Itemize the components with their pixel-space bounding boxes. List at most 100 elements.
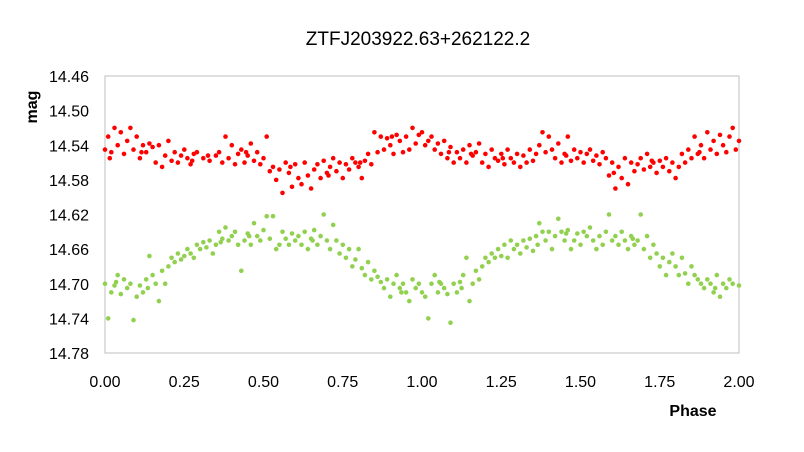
data-point [514,151,520,157]
data-point [600,149,605,155]
data-point [378,279,384,285]
data-point [112,125,117,131]
data-point [362,272,368,278]
data-point [575,231,580,236]
data-point [660,255,666,261]
data-point [150,272,155,278]
data-point [556,141,561,146]
data-point [483,255,488,261]
data-point [446,149,452,155]
data-point [644,233,650,239]
data-point [508,238,514,243]
data-point [714,151,720,157]
data-point [733,147,739,152]
data-point [518,164,523,170]
data-point [207,238,212,243]
data-point [235,242,241,248]
data-point [254,233,260,239]
data-point [483,151,488,157]
data-point [246,233,252,239]
data-point [698,281,704,287]
data-point [603,229,609,235]
data-point [457,155,463,161]
data-point [682,271,688,276]
data-point [235,151,241,157]
data-point [543,149,548,155]
data-point [346,167,352,172]
data-point [399,290,404,295]
data-point [156,142,162,148]
data-point [305,173,311,178]
data-point [673,175,678,181]
data-point [280,229,285,235]
data-point [670,251,675,256]
data-point [632,242,637,248]
data-point [562,238,567,243]
y-tick-label: 14.50 [49,104,89,121]
data-point [121,151,127,157]
y-tick-label: 14.78 [49,346,89,363]
data-point [264,134,270,139]
y-tick-label: 14.62 [49,208,89,225]
data-point [194,149,200,155]
x-tick-label: 1.75 [644,374,675,391]
data-point [169,255,174,261]
data-point [403,290,409,295]
data-point [210,251,216,256]
data-point [204,245,209,250]
data-point [105,316,111,321]
data-point [308,186,314,191]
data-point [568,158,574,164]
data-point [448,320,453,326]
data-point [505,147,510,152]
data-point [311,227,317,233]
data-point [492,155,498,161]
data-point [140,290,146,295]
data-point [609,238,615,243]
data-point [194,242,200,248]
data-point [289,231,295,236]
data-point [277,167,282,172]
data-point [191,255,197,261]
data-point [416,132,422,138]
data-point [495,246,501,252]
data-point [286,242,292,248]
data-point [521,153,526,158]
data-point [384,277,390,282]
data-point [667,259,672,265]
data-point [524,160,529,165]
data-point [429,134,434,139]
data-point [292,238,298,243]
data-point [641,167,647,172]
data-point [549,246,555,252]
data-point [625,246,631,252]
data-point [220,236,225,241]
data-point [330,222,336,228]
data-point [175,251,181,256]
data-point [705,277,710,282]
data-point [273,246,279,252]
data-point [343,255,349,261]
data-point [239,268,244,274]
data-point [145,285,151,291]
data-point [689,155,694,161]
chart-title: ZTFJ203922.63+262122.2 [306,29,530,50]
data-point [578,149,583,155]
data-point [185,246,190,252]
data-point [397,138,403,144]
data-point [473,268,479,274]
data-point [476,141,482,146]
data-point [280,190,285,196]
data-point [590,158,596,164]
data-point [445,155,450,161]
data-point [166,138,171,144]
data-point [686,147,691,152]
data-point [638,155,643,161]
data-point [435,290,441,295]
x-tick-label: 2.00 [723,374,754,391]
data-point [546,229,552,235]
data-point [422,294,428,300]
data-point [533,151,539,157]
data-point [258,238,263,243]
data-point [587,147,593,152]
